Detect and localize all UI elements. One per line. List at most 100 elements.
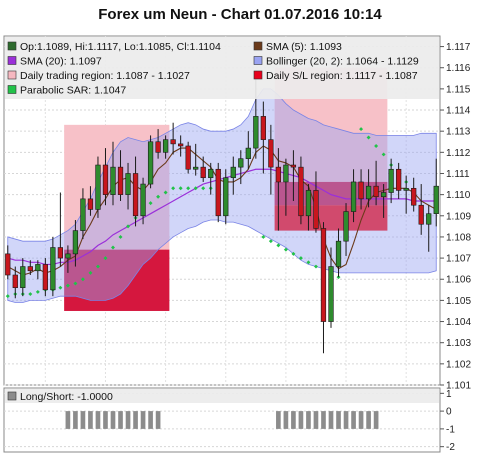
candle-body	[290, 164, 297, 168]
candle-body	[403, 187, 409, 191]
candle-body	[215, 168, 221, 217]
position-bar	[306, 411, 311, 429]
candle-body	[12, 274, 18, 289]
legend-label: Op:1.1089, Hi:1.1117, Lo:1.1085, Cl:1.11…	[20, 41, 221, 53]
y-tick-label: 1.102	[446, 359, 471, 370]
legend-background	[5, 37, 439, 99]
legend-label: SMA (20): 1.1097	[20, 56, 102, 68]
candle-body	[178, 143, 184, 147]
position-bar	[73, 411, 78, 429]
sar-point	[178, 186, 183, 191]
sar-point	[156, 194, 161, 199]
position-bar	[80, 411, 86, 429]
long-short-panel: Long/Short: -1.0000 1 0 -1 -2	[3, 387, 455, 453]
position-bar	[351, 411, 356, 429]
candle-body	[396, 168, 402, 191]
legend-label: SMA (5): 1.1093	[266, 41, 342, 53]
position-bar	[148, 411, 153, 429]
candle-body	[283, 164, 289, 183]
candle-body	[110, 166, 116, 195]
position-bar	[336, 411, 341, 429]
candle-body	[230, 166, 236, 179]
candle-body	[155, 141, 161, 153]
candle-body	[418, 204, 424, 225]
candle-body	[426, 213, 432, 225]
sub-y-tick-label: -2	[446, 442, 455, 453]
main-plot-area: Op:1.1089, Hi:1.1117, Lo:1.1085, Cl:1.11…	[3, 35, 471, 392]
position-bar	[88, 411, 93, 429]
position-bar	[358, 411, 364, 429]
position-bar	[291, 411, 296, 429]
candle-body	[140, 183, 146, 217]
candle-body	[5, 253, 11, 276]
candle-body	[162, 139, 169, 153]
position-bar	[321, 411, 326, 429]
candle-body	[380, 192, 387, 198]
sub-y-tick-label: 0	[446, 407, 452, 418]
candle-body	[35, 264, 41, 272]
candle-body	[20, 266, 26, 289]
sar-point	[65, 283, 70, 288]
legend-swatch	[7, 85, 17, 94]
legend-swatch	[7, 70, 17, 80]
bollinger-band	[7, 88, 437, 303]
position-bar	[133, 411, 138, 429]
position-bar	[343, 411, 349, 429]
legend-label: Daily trading region: 1.1087 - 1.1027	[20, 70, 190, 82]
candle-body	[238, 158, 244, 168]
y-tick-label: 1.112	[446, 148, 471, 159]
legend-label: Bollinger (20, 2): 1.1064 - 1.1129	[266, 56, 419, 68]
candle-body	[57, 247, 64, 259]
candle-body	[253, 116, 259, 149]
bollinger-fill	[7, 88, 437, 303]
legend-label: Daily S/L region: 1.1117 - 1.1087	[266, 70, 418, 82]
region-rect	[274, 205, 388, 231]
y-tick-label: 1.111	[446, 169, 470, 180]
y-tick-label: 1.104	[446, 317, 471, 328]
sar-point	[171, 186, 176, 191]
position-bar	[118, 411, 123, 429]
candle-body	[260, 116, 266, 140]
candle-body	[298, 166, 304, 217]
y-axis: 1.101 1.102 1.103 1.104 1.105 1.106 1.107 1.108…	[440, 42, 471, 392]
candle-body	[343, 211, 349, 242]
sma5-line	[7, 145, 437, 276]
position-bar	[103, 411, 108, 429]
position-bar	[140, 411, 146, 429]
moving-averages	[7, 145, 437, 276]
legend: Op:1.1089, Hi:1.1117, Lo:1.1085, Cl:1.11…	[5, 37, 439, 99]
candle-body	[87, 198, 94, 210]
y-tick-label: 1.117	[446, 42, 471, 53]
sar-point	[291, 251, 296, 256]
position-bars	[65, 411, 379, 429]
candle-body	[42, 264, 48, 291]
legend-swatch	[253, 70, 263, 80]
position-bar	[283, 411, 289, 429]
candle-body	[320, 228, 327, 322]
legend-swatch	[253, 56, 263, 65]
sar-point	[186, 186, 191, 191]
sar-point	[201, 186, 206, 191]
candle-body	[433, 185, 439, 214]
position-bar	[366, 411, 371, 429]
candle-body	[185, 145, 191, 170]
candle-body	[305, 190, 312, 217]
legend-label: Parabolic SAR: 1.1047	[20, 85, 126, 97]
candle-body	[365, 185, 372, 200]
legend-swatch	[7, 41, 17, 51]
candle-body	[208, 168, 214, 179]
position-bar	[125, 411, 131, 429]
sar-point	[374, 144, 379, 148]
candle-body	[147, 141, 154, 185]
y-tick-label: 1.109	[446, 211, 471, 222]
candle-body	[27, 266, 33, 272]
candle-body	[170, 139, 176, 145]
position-bar	[328, 411, 334, 429]
candle-body	[388, 168, 394, 193]
sub-y-tick-label: -1	[446, 424, 455, 435]
candle-body	[268, 139, 274, 168]
y-tick-label: 1.110	[446, 190, 471, 201]
candle-body	[193, 166, 199, 170]
sub-y-axis: 1 0 -1 -2	[440, 389, 455, 453]
